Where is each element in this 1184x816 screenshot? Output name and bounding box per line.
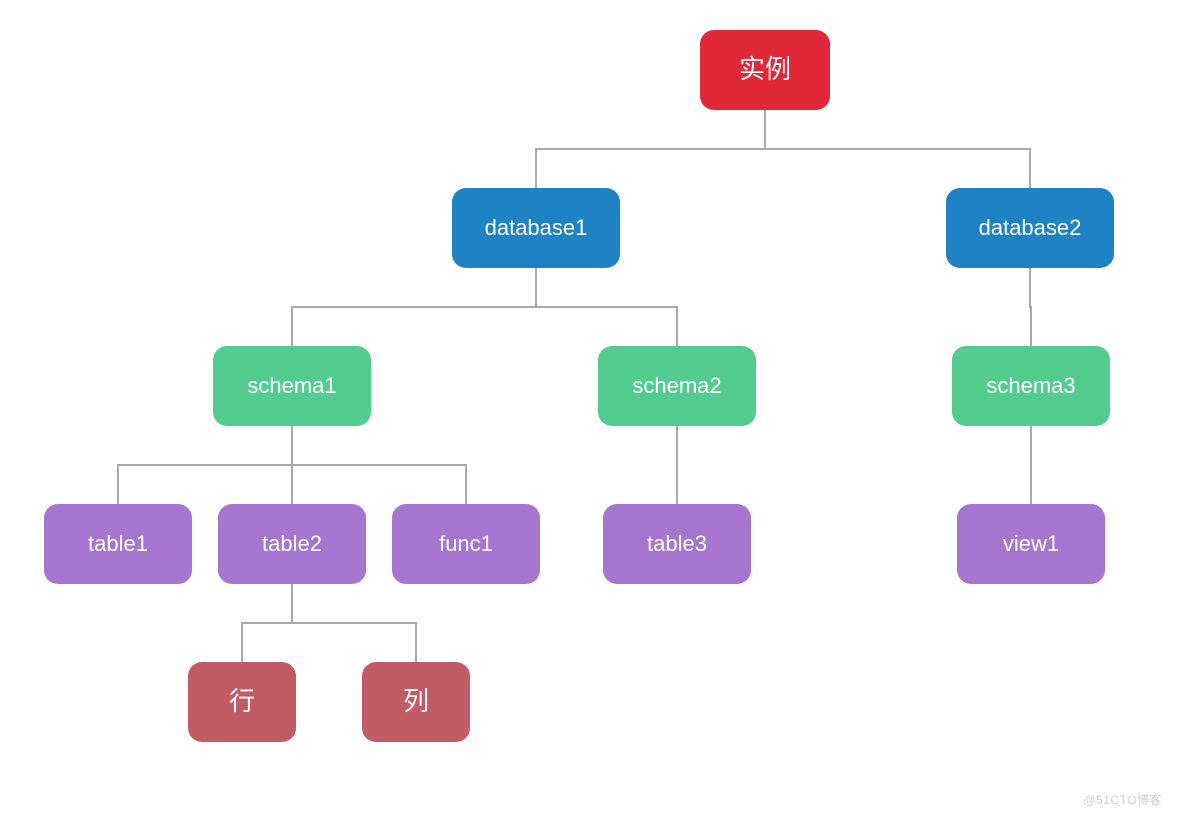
tree-node-col: 列: [362, 662, 470, 742]
tree-edge: [292, 426, 466, 504]
tree-node-label: 行: [229, 686, 255, 717]
tree-edge: [118, 426, 292, 504]
tree-node-label: database1: [485, 215, 588, 241]
tree-edge: [765, 110, 1030, 188]
tree-diagram: 实例 database1 database2 schema1 schema2 schema…: [0, 0, 1184, 816]
tree-node-schema3: schema3: [952, 346, 1110, 426]
tree-node-label: schema3: [986, 373, 1075, 399]
watermark: @51CTO博客: [1083, 791, 1162, 808]
tree-node-func1: func1: [392, 504, 540, 584]
tree-node-label: table2: [262, 531, 322, 557]
tree-node-label: database2: [979, 215, 1082, 241]
tree-edge: [1030, 268, 1031, 346]
tree-node-label: table3: [647, 531, 707, 557]
tree-node-label: schema1: [247, 373, 336, 399]
tree-node-label: table1: [88, 531, 148, 557]
tree-edge: [292, 268, 536, 346]
tree-node-root: 实例: [700, 30, 830, 110]
tree-node-table1: table1: [44, 504, 192, 584]
tree-edge: [242, 584, 292, 662]
tree-node-table3: table3: [603, 504, 751, 584]
tree-node-db1: database1: [452, 188, 620, 268]
tree-node-row: 行: [188, 662, 296, 742]
tree-node-label: view1: [1003, 531, 1059, 557]
tree-node-table2: table2: [218, 504, 366, 584]
tree-edge: [536, 110, 765, 188]
tree-edge: [536, 268, 677, 346]
tree-edge: [292, 584, 416, 662]
tree-node-label: 实例: [739, 54, 791, 85]
tree-node-label: 列: [403, 686, 429, 717]
tree-node-schema2: schema2: [598, 346, 756, 426]
tree-node-label: schema2: [632, 373, 721, 399]
watermark-text: @51CTO博客: [1083, 793, 1162, 807]
tree-node-schema1: schema1: [213, 346, 371, 426]
tree-node-view1: view1: [957, 504, 1105, 584]
tree-node-db2: database2: [946, 188, 1114, 268]
tree-node-label: func1: [439, 531, 493, 557]
